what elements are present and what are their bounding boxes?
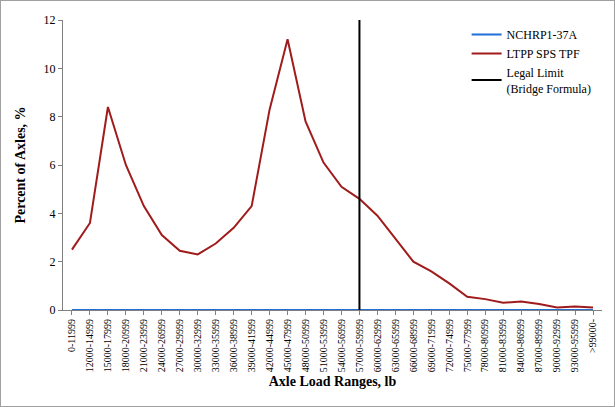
svg-text:54000-56999: 54000-56999 bbox=[336, 319, 347, 372]
svg-text:Axle Load Ranges, lb: Axle Load Ranges, lb bbox=[269, 374, 397, 389]
svg-text:93000-95999: 93000-95999 bbox=[569, 319, 580, 372]
svg-text:12000-14999: 12000-14999 bbox=[84, 319, 95, 372]
svg-text:12: 12 bbox=[44, 13, 56, 27]
svg-text:15000-17999: 15000-17999 bbox=[102, 319, 113, 372]
svg-text:36000-38999: 36000-38999 bbox=[228, 319, 239, 372]
svg-text:>99000-: >99000- bbox=[587, 319, 598, 353]
svg-text:81000-83999: 81000-83999 bbox=[497, 319, 508, 372]
svg-text:21000-23999: 21000-23999 bbox=[138, 319, 149, 372]
svg-text:4: 4 bbox=[50, 207, 56, 221]
svg-text:39000-41999: 39000-41999 bbox=[246, 319, 257, 372]
svg-text:60000-62999: 60000-62999 bbox=[372, 319, 383, 372]
svg-text:66000-68999: 66000-68999 bbox=[408, 319, 419, 372]
svg-text:27000-29999: 27000-29999 bbox=[174, 319, 185, 372]
svg-text:Percent of Axles, %: Percent of Axles, % bbox=[13, 106, 28, 223]
svg-text:87000-89999: 87000-89999 bbox=[533, 319, 544, 372]
svg-text:NCHRP1-37A: NCHRP1-37A bbox=[507, 28, 578, 42]
svg-text:24000-26999: 24000-26999 bbox=[156, 319, 167, 372]
svg-text:10: 10 bbox=[44, 62, 56, 76]
svg-text:57000-59999: 57000-59999 bbox=[354, 319, 365, 372]
svg-text:0: 0 bbox=[50, 303, 56, 317]
svg-text:63000-65999: 63000-65999 bbox=[390, 319, 401, 372]
svg-text:45000-47999: 45000-47999 bbox=[282, 319, 293, 372]
svg-text:69000-71999: 69000-71999 bbox=[426, 319, 437, 372]
svg-text:0-11999: 0-11999 bbox=[66, 319, 77, 352]
svg-text:42000-44999: 42000-44999 bbox=[264, 319, 275, 372]
svg-text:2: 2 bbox=[50, 255, 56, 269]
svg-text:18000-20999: 18000-20999 bbox=[120, 319, 131, 372]
svg-text:78000-80999: 78000-80999 bbox=[479, 319, 490, 372]
svg-text:75000-77999: 75000-77999 bbox=[462, 319, 473, 372]
svg-text:33000-35999: 33000-35999 bbox=[210, 319, 221, 372]
svg-text:51000-53999: 51000-53999 bbox=[318, 319, 329, 372]
svg-text:Legal Limit(Bridge Formula): Legal Limit(Bridge Formula) bbox=[507, 66, 591, 96]
svg-text:6: 6 bbox=[50, 158, 56, 172]
svg-text:30000-32999: 30000-32999 bbox=[192, 319, 203, 372]
svg-text:90000-92999: 90000-92999 bbox=[551, 319, 562, 372]
svg-text:LTPP SPS TPF: LTPP SPS TPF bbox=[507, 47, 580, 61]
svg-text:84000-86999: 84000-86999 bbox=[515, 319, 526, 372]
svg-text:48000-50999: 48000-50999 bbox=[300, 319, 311, 372]
svg-text:72000-74999: 72000-74999 bbox=[444, 319, 455, 372]
svg-text:8: 8 bbox=[50, 110, 56, 124]
